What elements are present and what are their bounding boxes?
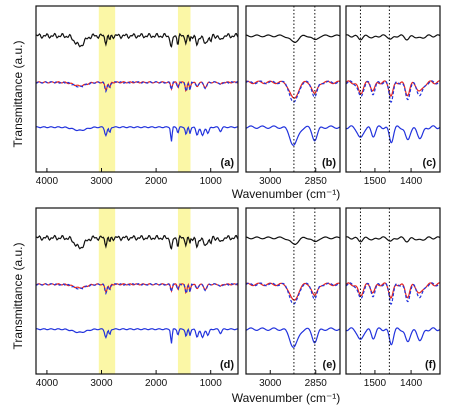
- y-axis-label-top: Transmittance (a.u.): [11, 41, 25, 148]
- panel-label: (c): [423, 157, 437, 169]
- series-line-red: [245, 80, 341, 99]
- plot-frame: [35, 207, 239, 375]
- series-line-black: [345, 34, 441, 41]
- x-tick-label: 3000: [259, 176, 282, 187]
- x-tick-label: 1400: [400, 378, 423, 389]
- highlight-band: [177, 6, 191, 172]
- x-tick-label: 1000: [200, 176, 223, 187]
- x-axis-label-top: Wavenumber (cm⁻¹): [232, 187, 341, 201]
- plot-frame: [35, 5, 239, 173]
- x-tick-label: 4000: [36, 378, 59, 389]
- highlight-band: [177, 208, 191, 374]
- x-tick-label: 1400: [400, 176, 423, 187]
- panel-label: (b): [322, 157, 336, 169]
- series-line-blue: [345, 327, 441, 346]
- panel-d: 4000 3000 2000 1000 (d): [35, 207, 239, 389]
- panel-c: 1500 1400(c): [345, 5, 441, 187]
- y-axis-label-bottom: Transmittance (a.u.): [11, 243, 25, 350]
- panel-label: (d): [220, 359, 234, 371]
- x-tick-label: 3000: [90, 378, 113, 389]
- x-tick-label: 3000: [259, 378, 282, 389]
- series-line-blue-dashed: [345, 80, 441, 103]
- plot-frame: [345, 207, 441, 375]
- x-tick-label: 1000: [200, 378, 223, 389]
- panel-e: 3000 2850 (e): [245, 207, 341, 389]
- plot-frame: [245, 5, 341, 173]
- series-line-black: [345, 236, 441, 243]
- series-line-blue-dashed: [36, 283, 238, 296]
- series-line-red: [35, 80, 238, 93]
- series-line-red: [245, 282, 341, 301]
- series-line-blue: [245, 125, 341, 146]
- series-line-blue-dashed: [345, 282, 441, 305]
- x-tick-label: 1500: [364, 176, 387, 187]
- panel-b: 3000 2850 (b): [245, 5, 341, 187]
- series-line-black: [245, 236, 341, 245]
- panel-f: 1500 1400(f): [345, 207, 441, 389]
- panel-label: (f): [425, 359, 436, 371]
- panel-a: 4000 3000 2000 1000 (a): [35, 5, 239, 187]
- series-line-black: [35, 32, 239, 48]
- series-line-blue-dashed: [245, 282, 341, 305]
- series-line-blue: [35, 125, 239, 142]
- panel-label: (a): [221, 157, 235, 169]
- series-line-blue: [245, 327, 341, 348]
- series-line-black: [245, 34, 341, 44]
- series-line-blue: [35, 327, 239, 344]
- series-line-blue-dashed: [36, 81, 238, 94]
- x-tick-label: 2000: [145, 378, 168, 389]
- x-tick-label: 1500: [364, 378, 387, 389]
- plot-frame: [245, 207, 341, 375]
- x-tick-label: 2850: [305, 176, 328, 187]
- x-tick-label: 2850: [305, 378, 328, 389]
- panel-label: (e): [323, 359, 337, 371]
- x-tick-label: 2000: [145, 176, 168, 187]
- plot-frame: [345, 5, 441, 173]
- x-axis-label-bottom: Wavenumber (cm⁻¹): [232, 391, 341, 405]
- series-line-red: [35, 282, 238, 295]
- series-line-blue: [345, 125, 441, 144]
- x-tick-label: 3000: [90, 176, 113, 187]
- x-tick-label: 4000: [36, 176, 59, 187]
- series-line-black: [35, 234, 239, 250]
- series-line-blue-dashed: [245, 80, 341, 103]
